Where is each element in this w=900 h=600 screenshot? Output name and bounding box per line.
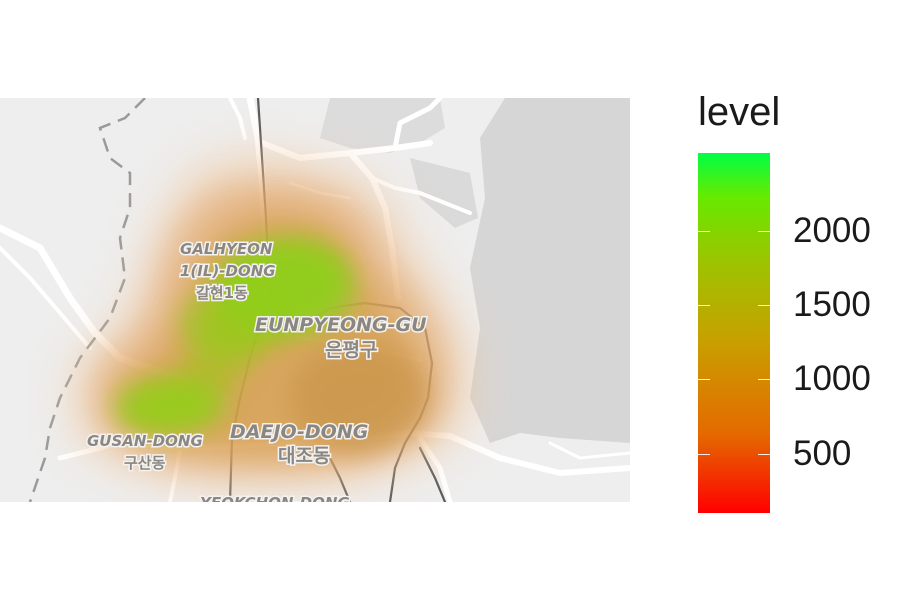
legend-tick-right-500 xyxy=(758,453,770,455)
label-yeokchon-en: YEOKCHON-DONG xyxy=(200,494,350,502)
label-galhyeon-ko: 갈현1동 xyxy=(196,284,248,302)
label-gusan-ko: 구산동 xyxy=(124,454,166,472)
legend-tick-left-1500 xyxy=(698,304,710,306)
legend-title: level xyxy=(698,90,781,134)
map-panel[interactable]: GALHYEON 1(IL)-DONG 갈현1동 EUNPYEONG-GU 은평… xyxy=(0,98,630,502)
legend-tick-label: 2000 xyxy=(793,211,871,251)
map-labels: GALHYEON 1(IL)-DONG 갈현1동 EUNPYEONG-GU 은평… xyxy=(86,239,429,503)
density-map[interactable]: GALHYEON 1(IL)-DONG 갈현1동 EUNPYEONG-GU 은평… xyxy=(0,98,630,502)
density-peak-southwest xyxy=(115,378,225,434)
legend-colorbar xyxy=(698,153,770,513)
label-gusan-en: GUSAN-DONG xyxy=(87,432,203,450)
density-layer xyxy=(65,148,480,493)
legend-tick-label: 500 xyxy=(793,433,852,473)
color-legend: level 500 1000 1500 2000 xyxy=(680,80,890,540)
legend-tick-left-1000 xyxy=(698,379,710,381)
legend-tick-left-2000 xyxy=(698,231,710,233)
label-galhyeon-en-1: GALHYEON xyxy=(180,240,273,258)
legend-tick-label: 1000 xyxy=(793,359,871,399)
label-daejo-ko: 대조동 xyxy=(278,445,330,467)
district-boundary xyxy=(28,98,146,502)
label-eunpyeong-en: EUNPYEONG-GU xyxy=(255,314,427,336)
mountain-area-north xyxy=(320,98,445,153)
label-daejo-en: DAEJO-DONG xyxy=(230,421,368,443)
density-brown-core xyxy=(290,343,430,453)
legend-tick-right-1500 xyxy=(758,304,770,306)
legend-tick-label: 1500 xyxy=(793,284,871,324)
label-galhyeon-en-2: 1(IL)-DONG xyxy=(180,262,276,280)
legend-tick-left-500 xyxy=(698,453,710,455)
label-eunpyeong-ko: 은평구 xyxy=(325,339,377,361)
legend-tick-right-1000 xyxy=(758,379,770,381)
legend-tick-right-2000 xyxy=(758,231,770,233)
mountain-area xyxy=(470,98,630,443)
density-peak-west xyxy=(180,288,270,358)
